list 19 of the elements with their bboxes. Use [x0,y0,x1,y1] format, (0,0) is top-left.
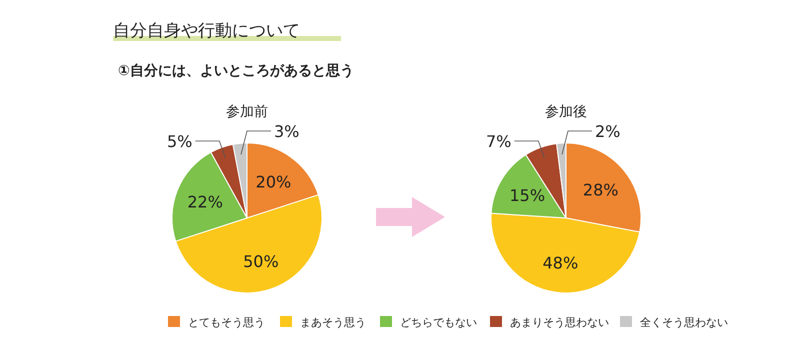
chart-title: 参加後 [545,104,587,120]
legend-label: どちらでもない [400,316,477,329]
data-label: 22% [187,192,223,212]
data-label: 15% [509,186,546,206]
data-label: 20% [256,172,292,192]
legend-label: とてもそう思う [188,316,265,329]
text: ①自分には、よいところがあると思う [118,63,354,79]
legend-label: 全くそう思わない [640,316,728,329]
data-label: 5% [167,132,192,151]
chart-title: 参加前 [226,104,268,120]
data-label: 2% [594,122,620,141]
data-label: 3% [274,122,300,141]
legend-label: まあそう思う [300,316,366,329]
data-label: 48% [542,254,578,273]
data-label: 7% [486,132,512,151]
legend-label: あまりそう思わない [510,316,609,329]
text: 自分自身や行動について [113,21,300,41]
data-label: 28% [582,180,618,200]
data-label: 50% [243,252,279,271]
